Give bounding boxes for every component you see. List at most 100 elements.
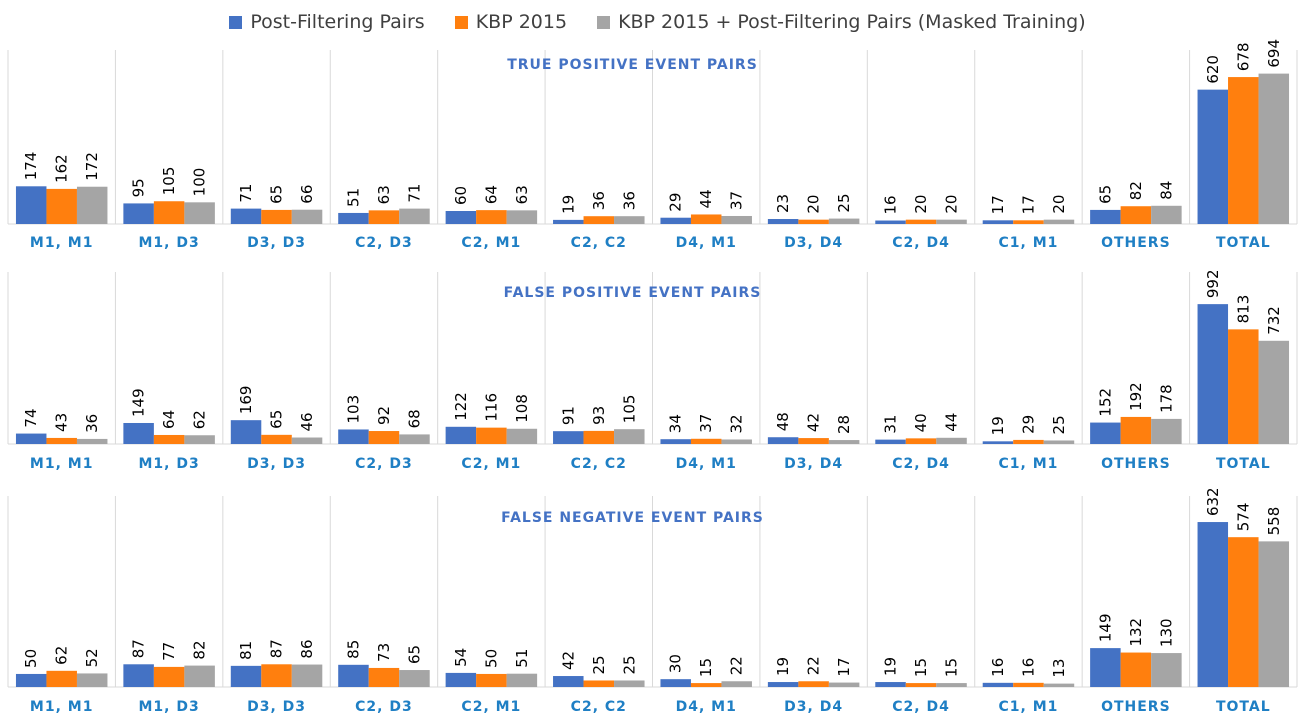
false-positive-bar-c1-m1-s1 [982, 441, 1014, 444]
true-positive-bar-m1-d3-s1 [123, 203, 154, 224]
false-positive-data-label-c1-m1-s1: 19 [989, 416, 1007, 435]
true-positive-bar-d3-d3-s1 [230, 208, 262, 224]
legend-swatch-kbp-2015 [454, 15, 468, 29]
true-positive-data-label-d3-d4-s1: 23 [774, 194, 792, 213]
false-negative-data-label-c2-d4-s2: 15 [912, 658, 930, 677]
true-positive-bar-c1-m1-s3 [1043, 219, 1075, 224]
true-positive-bar-m1-m1-s3 [76, 186, 108, 224]
false-positive-panel-title: FALSE POSITIVE EVENT PAIRS [504, 285, 762, 301]
true-positive-bar-c2-d3-s3 [399, 208, 430, 224]
true-positive-panel-title: TRUE POSITIVE EVENT PAIRS [507, 57, 758, 73]
false-positive-bar-total-s1 [1197, 304, 1229, 444]
false-negative-bar-m1-m1-s2 [46, 670, 77, 687]
false-positive-bar-c2-m1-s3 [506, 428, 538, 444]
true-positive-data-label-c2-d3-s2: 63 [375, 185, 393, 204]
false-negative-bar-d4-m1-s3 [721, 681, 752, 687]
false-positive-category-label-c2-d3: C2, D3 [355, 456, 413, 472]
false-positive-bar-c2-d3-s3 [399, 434, 430, 444]
true-positive-data-label-m1-m1-s2: 162 [53, 154, 71, 183]
false-positive-category-label-d3-d3: D3, D3 [247, 456, 306, 472]
false-negative-data-label-d3-d4-s3: 17 [835, 657, 853, 676]
false-negative-data-label-m1-d3-s3: 82 [191, 641, 209, 660]
false-positive-data-label-total-s1: 992 [1204, 269, 1222, 298]
true-positive-category-label-d3-d4: D3, D4 [784, 235, 843, 251]
true-positive-data-label-d3-d4-s3: 25 [835, 193, 853, 212]
true-positive-bar-m1-m1-s2 [46, 188, 77, 224]
false-positive-data-label-c2-c2-s3: 105 [620, 395, 638, 424]
false-negative-bar-m1-d3-s1 [123, 664, 154, 687]
true-positive-data-label-d4-m1-s2: 44 [697, 189, 715, 208]
false-positive-category-label-d4-m1: D4, M1 [676, 456, 737, 472]
false-negative-category-label-total: TOTAL [1216, 699, 1271, 715]
false-negative-data-label-others-s3: 130 [1157, 618, 1175, 647]
true-positive-data-label-c2-m1-s1: 60 [452, 186, 470, 205]
true-positive-bar-c2-d3-s2 [368, 210, 400, 224]
false-positive-data-label-d3-d4-s2: 42 [805, 413, 823, 432]
false-positive-bar-d4-m1-s2 [690, 438, 722, 444]
false-negative-bar-d3-d3-s3 [291, 664, 323, 687]
false-negative-data-label-d4-m1-s3: 22 [728, 656, 746, 675]
true-positive-data-label-m1-d3-s1: 95 [130, 178, 148, 197]
true-positive-data-label-total-s1: 620 [1204, 55, 1222, 84]
false-positive-data-label-m1-m1-s2: 43 [53, 413, 71, 432]
false-negative-bar-d3-d4-s3 [828, 682, 860, 687]
false-negative-data-label-d3-d4-s2: 22 [805, 656, 823, 675]
false-positive-data-label-c2-m1-s2: 116 [482, 393, 500, 422]
false-negative-bar-total-s3 [1258, 541, 1290, 687]
true-positive-bar-others-s1 [1090, 209, 1121, 224]
true-positive-bar-others-s2 [1120, 206, 1152, 224]
true-positive-bar-c2-c2-s1 [553, 219, 584, 224]
false-negative-data-label-c2-m1-s2: 50 [482, 649, 500, 668]
false-negative-bar-d3-d4-s1 [767, 682, 799, 687]
false-negative-bar-c2-d4-s1 [875, 682, 906, 687]
legend-label-kbp-2015: KBP 2015 [475, 11, 568, 33]
false-negative-bar-c2-c2-s3 [614, 680, 645, 687]
true-positive-bar-d3-d4-s1 [767, 219, 799, 224]
false-negative-data-label-d3-d3-s3: 86 [298, 639, 316, 658]
false-negative-bar-others-s1 [1090, 648, 1121, 687]
true-positive-data-label-d3-d4-s2: 20 [805, 195, 823, 214]
false-negative-bar-d4-m1-s2 [690, 683, 722, 687]
false-positive-data-label-d4-m1-s3: 32 [728, 414, 746, 433]
false-positive-data-label-others-s2: 192 [1127, 382, 1145, 411]
false-negative-bar-m1-d3-s2 [153, 666, 185, 687]
true-positive-data-label-m1-d3-s3: 100 [191, 168, 209, 197]
false-positive-data-label-d4-m1-s2: 37 [697, 414, 715, 433]
false-positive-bar-d3-d3-s2 [261, 434, 292, 444]
true-positive-bar-total-s1 [1197, 89, 1229, 224]
true-positive-category-label-c2-d3: C2, D3 [355, 235, 413, 251]
true-positive-data-label-d4-m1-s3: 37 [728, 191, 746, 210]
false-negative-category-label-m1-d3: M1, D3 [139, 699, 200, 715]
true-positive-category-label-c2-d4: C2, D4 [892, 235, 950, 251]
false-positive-bar-d3-d4-s2 [798, 438, 829, 444]
false-positive-data-label-c2-m1-s3: 108 [513, 394, 531, 423]
chart-legend: Post-Filtering Pairs KBP 2015 KBP 2015 +… [0, 0, 1315, 44]
false-positive-data-label-c2-d3-s1: 103 [344, 395, 362, 424]
false-negative-bar-c2-d4-s3 [936, 683, 967, 687]
false-negative-data-label-m1-m1-s3: 52 [83, 648, 101, 667]
false-positive-bar-total-s3 [1258, 340, 1290, 444]
false-negative-data-label-c1-m1-s3: 13 [1050, 659, 1068, 678]
false-negative-data-label-c2-d3-s2: 73 [375, 643, 393, 662]
false-positive-data-label-c2-d4-s3: 44 [943, 413, 961, 432]
false-negative-data-label-c1-m1-s1: 16 [989, 658, 1007, 677]
true-positive-data-label-m1-m1-s1: 174 [22, 152, 40, 181]
false-positive-category-label-m1-d3: M1, D3 [139, 456, 200, 472]
false-positive-bar-m1-m1-s3 [76, 438, 108, 444]
false-negative-bar-d3-d4-s2 [798, 681, 829, 687]
false-positive-bar-c2-d4-s3 [936, 437, 967, 444]
true-positive-bar-d3-d3-s3 [291, 209, 323, 224]
true-positive-data-label-d3-d3-s2: 65 [268, 185, 286, 204]
false-negative-bar-c2-d3-s2 [368, 667, 400, 687]
true-positive-bar-c2-c2-s2 [583, 216, 615, 224]
true-positive-bar-d3-d3-s2 [261, 209, 292, 224]
false-positive-data-label-d3-d3-s3: 46 [298, 412, 316, 431]
true-positive-data-label-c2-c2-s1: 19 [559, 195, 577, 214]
false-positive-category-label-c2-d4: C2, D4 [892, 456, 950, 472]
false-negative-bar-d3-d3-s1 [230, 665, 262, 687]
false-positive-data-label-c2-d3-s3: 68 [405, 409, 423, 428]
true-positive-bar-c1-m1-s1 [982, 220, 1014, 224]
false-positive-bar-m1-d3-s3 [184, 435, 215, 444]
false-positive-data-label-c2-d3-s2: 92 [375, 406, 393, 425]
